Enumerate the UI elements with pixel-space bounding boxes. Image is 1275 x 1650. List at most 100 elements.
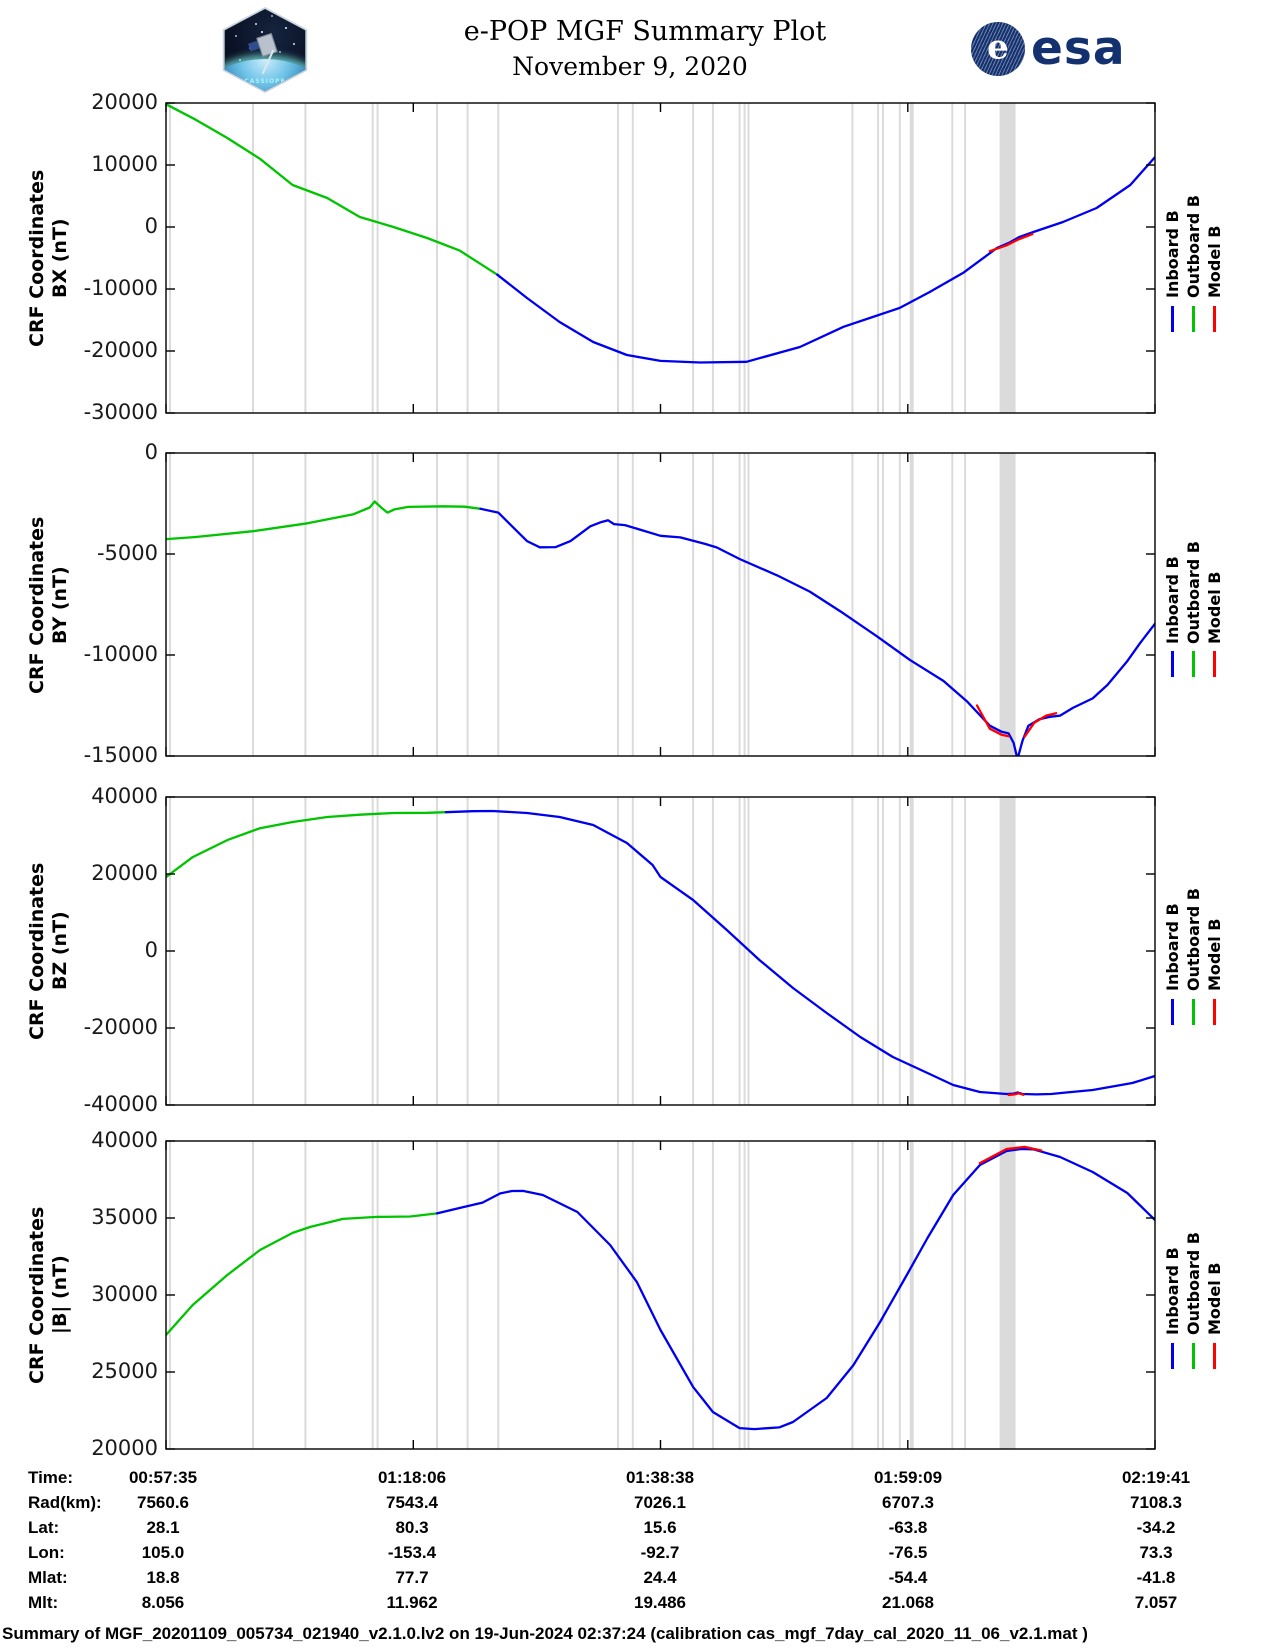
data-gap-band (371, 1141, 374, 1449)
table-cell: 18.8 (146, 1568, 180, 1587)
table-cell: -63.8 (888, 1518, 928, 1537)
table-cell: 73.3 (1139, 1543, 1173, 1562)
y-tick-label: -5000 (96, 541, 158, 565)
data-gap-band (466, 797, 469, 1105)
table-cell: 21.068 (882, 1593, 934, 1612)
page-title: e-POP MGF Summary Plot (463, 16, 827, 47)
inboard-b-curve (444, 809, 1155, 1096)
y-tick-label: 20000 (91, 861, 158, 885)
y-tick-label: -20000 (83, 338, 158, 362)
table-cell: 7560.6 (137, 1493, 189, 1512)
data-gap-band (371, 797, 374, 1105)
data-gap-band (371, 103, 374, 413)
legend-label-model-b: Model B (1205, 1262, 1224, 1335)
data-gap-band (497, 1141, 500, 1449)
y-tick-label: 0 (144, 214, 158, 238)
legend-label-model-b: Model B (1205, 571, 1224, 644)
data-gap-band (999, 103, 1016, 413)
legend-stroke (1171, 1343, 1174, 1369)
legend-stroke (1192, 999, 1195, 1025)
data-gap-band (898, 103, 901, 413)
esa-logo-text: esa (1031, 21, 1126, 76)
table-cell: -153.4 (387, 1543, 437, 1562)
esa-globe-letter: e (987, 27, 1009, 68)
data-gap-band (631, 797, 634, 1105)
table-cell: 7026.1 (634, 1493, 686, 1512)
data-gap-band (882, 1141, 884, 1449)
y-tick-label: 10000 (91, 152, 158, 176)
legend-stroke (1171, 999, 1174, 1025)
legend-stroke (1213, 651, 1216, 677)
y-tick-label: 40000 (91, 1128, 158, 1152)
table-cell: 80.3 (395, 1518, 429, 1537)
data-gap-band (376, 1141, 379, 1449)
data-gap-band (692, 797, 695, 1105)
data-gap-band (877, 103, 880, 413)
y-tick-label: 0 (144, 938, 158, 962)
data-gap-band (617, 453, 619, 756)
table-cell: -54.4 (888, 1568, 928, 1587)
table-row-label: Rad(km): (28, 1493, 102, 1512)
data-gap-band (436, 453, 438, 756)
table-row-label: Lat: (28, 1518, 60, 1537)
data-gap-band (376, 797, 379, 1105)
legend-stroke (1213, 999, 1216, 1025)
legend-label-outboard-b: Outboard B (1184, 1232, 1203, 1335)
table-cell: 19.486 (634, 1593, 686, 1612)
data-gap-band (877, 797, 880, 1105)
outboard-b-curve (166, 811, 448, 879)
table-cell: 02:19:41 (1121, 1468, 1191, 1487)
y-axis-label: CRF Coordinates BX (nT) (26, 169, 71, 347)
data-gap-band (747, 453, 750, 756)
table-cell: 77.7 (395, 1568, 429, 1587)
legend-label-inboard-b: Inboard B (1163, 210, 1182, 298)
y-tick-label: -15000 (83, 743, 158, 767)
outboard-b-curve (166, 1212, 439, 1337)
legend-label-outboard-b: Outboard B (1184, 888, 1203, 991)
table-cell: 01:18:06 (377, 1468, 447, 1487)
esa-globe-icon: e (971, 22, 1025, 76)
data-gap-band (304, 453, 307, 756)
data-gap-band (738, 1141, 741, 1449)
y-tick-label: -40000 (83, 1092, 158, 1116)
legend-stroke (1192, 651, 1195, 677)
data-gap-band (252, 797, 254, 1105)
data-gap-band (898, 1141, 901, 1449)
page-subtitle-date: November 9, 2020 (512, 52, 748, 81)
data-gap-band (617, 103, 619, 413)
data-gap-band (617, 1141, 619, 1449)
data-gap-band (851, 797, 854, 1105)
data-gap-band (376, 453, 379, 756)
model-b-curve (1007, 1092, 1025, 1097)
data-gap-band (692, 453, 695, 756)
table-cell: 15.6 (643, 1518, 677, 1537)
data-gap-band (738, 453, 741, 756)
data-gap-band (877, 453, 880, 756)
data-gap-band (711, 797, 714, 1105)
data-gap-band (964, 1141, 967, 1449)
model-b-curve (1023, 712, 1058, 738)
data-gap-band (851, 453, 854, 756)
table-cell: 00:57:35 (128, 1468, 198, 1487)
data-gap-band (371, 453, 374, 756)
legend-label-model-b: Model B (1205, 225, 1224, 298)
data-gap-band (631, 453, 634, 756)
data-gap-band (252, 1141, 254, 1449)
data-gap-band (497, 453, 500, 756)
legend-label-outboard-b: Outboard B (1184, 541, 1203, 644)
data-gap-band (252, 103, 254, 413)
data-gap-band (304, 797, 307, 1105)
table-cell: -76.5 (888, 1543, 928, 1562)
table-cell: 24.4 (643, 1568, 677, 1587)
data-gap-band (252, 453, 254, 756)
model-b-curve (975, 704, 1010, 738)
data-gap-band (909, 103, 914, 413)
model-b-curve (988, 232, 1034, 253)
y-tick-label: 30000 (91, 1282, 158, 1306)
y-tick-label: 25000 (91, 1359, 158, 1383)
data-gap-band (909, 1141, 914, 1449)
data-gap-band (743, 1141, 746, 1449)
data-gap-band (304, 103, 307, 413)
data-gap-band (466, 103, 469, 413)
data-gap-band (951, 1141, 954, 1449)
